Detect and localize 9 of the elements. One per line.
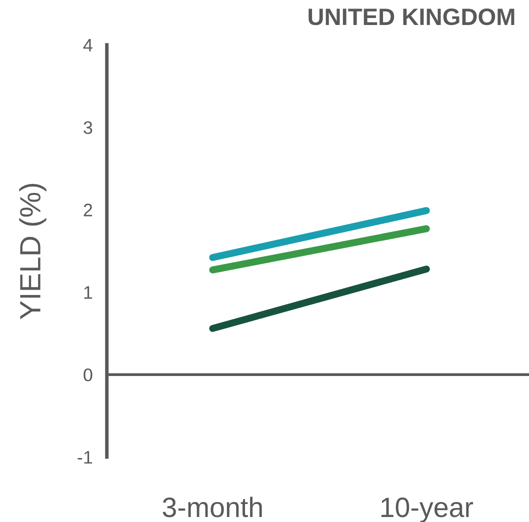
y-axis-title: YIELD (%): [19, 184, 46, 320]
chart-title: UNITED KINGDOM: [308, 8, 514, 26]
x-tick-label: 3-month: [162, 496, 262, 518]
y-tick-label: -1: [78, 451, 92, 464]
y-tick-label: 0: [84, 368, 92, 382]
y-tick-label: 2: [84, 204, 92, 216]
y-tick-label: 3: [84, 121, 92, 134]
y-tick-label: 1: [84, 286, 92, 299]
y-tick-label: 4: [83, 39, 92, 52]
